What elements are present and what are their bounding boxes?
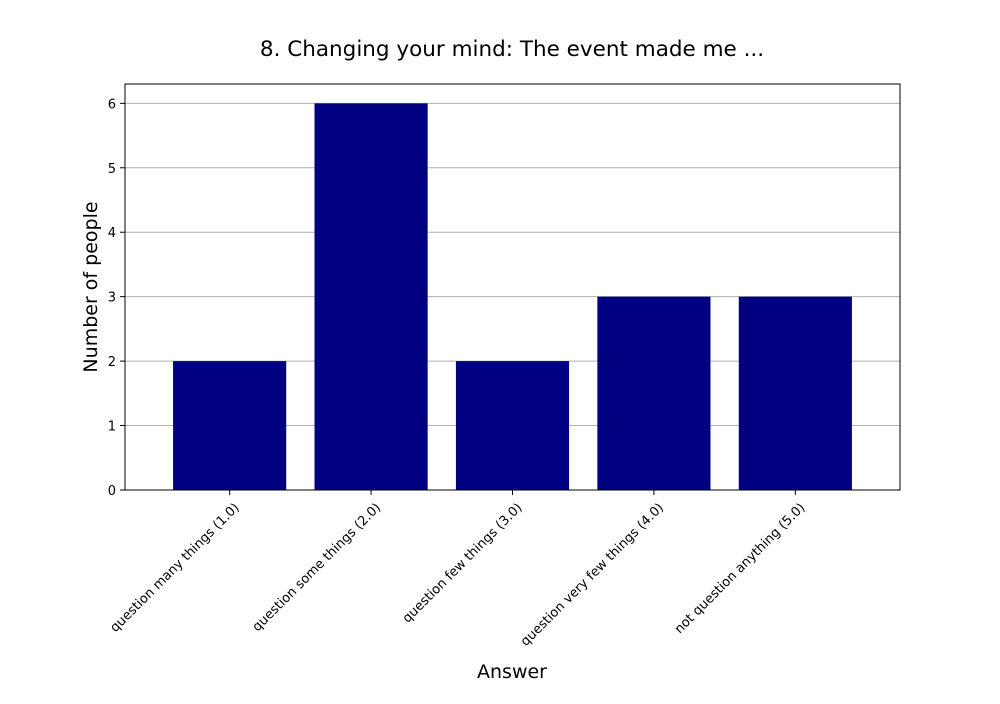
y-tick-label: 3 <box>108 291 116 306</box>
x-axis-label: Answer <box>477 661 547 683</box>
x-tick-label: question some things (2.0) <box>250 500 384 634</box>
bar <box>738 296 852 490</box>
y-tick-label: 2 <box>108 355 116 370</box>
x-tick-label: question few things (3.0) <box>400 500 526 626</box>
y-tick-label: 6 <box>108 97 116 112</box>
bar <box>173 361 287 490</box>
x-tick-label: question many things (1.0) <box>108 500 243 635</box>
x-tick-label: not question anything (5.0) <box>672 500 808 636</box>
chart-title: 8. Changing your mind: The event made me… <box>260 37 764 62</box>
bar <box>455 361 570 490</box>
bar <box>597 296 711 490</box>
bar <box>314 103 428 490</box>
y-axis-label: Number of people <box>80 201 102 372</box>
y-tick-label: 0 <box>108 484 116 499</box>
x-tick-label: question very few things (4.0) <box>518 500 667 649</box>
y-tick-label: 1 <box>108 420 116 435</box>
y-tick-label: 5 <box>108 162 116 177</box>
bars-layer <box>173 103 852 490</box>
y-tick-label: 4 <box>108 226 116 241</box>
